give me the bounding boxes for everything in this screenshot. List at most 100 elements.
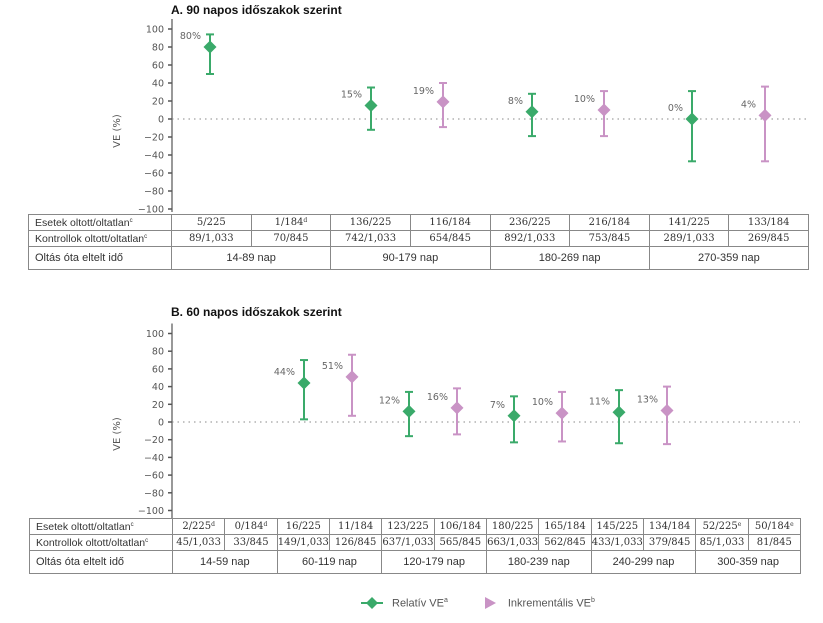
period-cell: 14-59 nap [172,550,278,574]
y-tick-label: 40 [152,79,164,90]
point-label: 12% [379,395,400,406]
y-tick-label: −60 [144,471,164,482]
controls-cell: 637/1,033 [381,534,435,551]
point-label: 8% [508,96,523,107]
y-tick-label: −40 [144,453,164,464]
period-cell: 240-299 nap [590,550,697,574]
y-tick-label: 60 [152,364,164,375]
footnote-marker: d [303,217,308,224]
period-row: Oltás óta eltelt idő 14-59 nap 60-119 nap… [29,550,801,574]
controls-cell: 753/845 [569,230,650,247]
relative-ve-point: 11% [589,389,626,445]
row-label-controls: Kontrollok oltott/oltatlanc [28,230,172,247]
point-marker [436,95,450,109]
controls-cell: 149/1,033 [276,534,330,551]
cases-row: Esetek oltott/oltatlanc 5/225 1/184d 136/2… [28,214,809,231]
relative-ve-point: 44% [274,359,311,421]
controls-row: Kontrollok oltott/oltatlanc 45/1,033 33/8… [29,534,802,551]
legend: Relatív VEa Inkrementális VEb [360,596,629,610]
legend-item-incremental: Inkrementális VEb [482,596,595,610]
period-cell: 180-239 nap [485,550,592,574]
point-label: 4% [741,99,756,110]
incremental-ve-point: 4% [741,85,772,163]
diamond-icon [361,597,383,609]
cases-value: 5/225 [196,217,226,228]
point-label: 13% [637,394,658,405]
incremental-ve-point: 13% [637,385,674,446]
point-marker [685,112,699,126]
point-marker [203,40,217,54]
incremental-ve-point: 19% [413,82,450,129]
row-label-controls: Kontrollok oltott/oltatlanc [29,534,173,551]
legend-item-relative: Relatív VEa [360,596,448,610]
controls-cell: 565/845 [433,534,487,551]
controls-cell: 85/1,033 [695,534,749,551]
point-marker [612,405,626,419]
footnote-marker: d [211,521,215,528]
incremental-ve-point: 16% [427,387,464,436]
cases-value: 1/184 [274,217,304,228]
controls-cell: 126/845 [328,534,383,551]
controls-cell: 433/1,033 [590,534,644,551]
point-marker [450,401,464,415]
cases-value: 116/184 [429,217,471,228]
point-marker [507,409,521,423]
cases-cell: 123/225 [381,518,435,535]
relative-ve-point: 8% [508,92,539,138]
legend-label-incremental: Inkrementális VEb [507,596,595,610]
cases-value: 141/225 [668,217,710,228]
cases-cell: 133/184 [728,214,809,231]
cases-value: 236/225 [509,217,551,228]
y-tick-label: −80 [144,187,164,198]
row-label-cases: Esetek oltott/oltatlanc [29,518,173,535]
y-tick-label: 100 [146,25,164,36]
controls-cell: 45/1,033 [171,534,226,551]
cases-value: 136/225 [349,217,392,228]
footnote-marker: e [790,521,794,528]
point-label: 16% [427,392,448,403]
y-tick-label: −60 [144,169,164,180]
relative-ve-point: 0% [668,90,699,163]
point-label: 0% [668,103,683,114]
y-tick-label: 20 [152,400,164,411]
cases-cell: 216/184 [569,214,650,231]
relative-ve-point: 80% [180,31,217,75]
period-cell: 60-119 nap [276,550,383,574]
point-marker [660,403,674,417]
cases-value: 145/225 [596,521,639,532]
period-row: Oltás óta eltelt idő 14-89 nap 90-179 nap… [28,246,810,270]
cases-cell: 106/184 [433,518,487,535]
row-label-cases: Esetek oltott/oltatlanc [28,214,172,231]
y-axis-label: VE (%) [112,417,123,451]
row-label-period: Oltás óta eltelt idő [28,246,172,270]
cases-value: 123/225 [387,521,429,532]
cases-cell: 11/184 [328,518,383,535]
cases-cell: 2/225d [171,518,226,535]
point-label: 19% [413,86,434,97]
chart-a-table: Esetek oltott/oltatlanc 5/225 1/184d 136/2… [28,214,810,270]
cases-cell: 236/225 [489,214,571,231]
y-tick-label: 0 [158,115,164,126]
controls-cell: 33/845 [224,534,278,551]
y-tick-label: 100 [146,329,164,340]
cases-value: 165/184 [544,521,586,532]
point-label: 80% [180,31,201,42]
cases-value: 106/184 [439,521,482,532]
point-marker [345,370,359,384]
cases-value: 2/225 [182,521,212,532]
cases-cell: 136/225 [330,214,411,231]
cases-cell: 1/184d [250,214,332,231]
point-label: 44% [274,367,295,378]
controls-cell: 654/845 [409,230,491,247]
incremental-ve-point: 10% [574,90,611,138]
period-cell: 180-269 nap [489,246,650,270]
period-cell: 90-179 nap [330,246,491,270]
cases-cell: 16/225 [276,518,330,535]
chart-a: VE (%) 100 80 60 40 20 0 −20 −40 −60 −80 −100 80% 15%… [112,19,808,216]
cases-value: 180/225 [491,521,534,532]
point-marker [597,103,611,117]
footnote-marker: d [263,521,268,528]
chart-b: VE (%) 100 80 60 40 20 0 −20 −40 −60 −80 −100 44% 12%… [112,323,800,518]
triangle-icon [484,597,496,609]
point-marker [555,406,569,420]
